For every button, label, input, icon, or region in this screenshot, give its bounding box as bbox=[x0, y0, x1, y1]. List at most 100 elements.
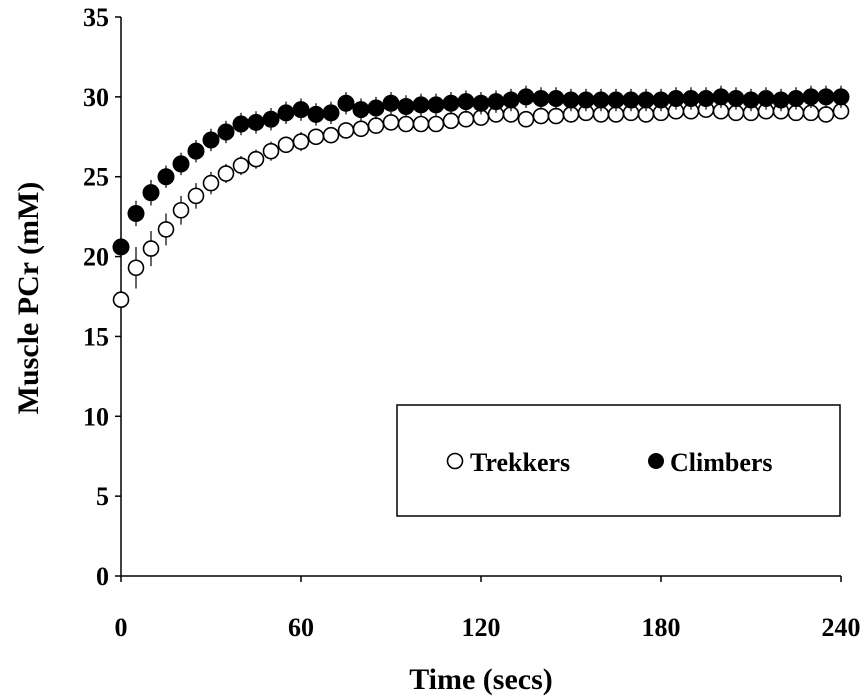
data-point-trekkers bbox=[277, 136, 295, 154]
data-point-climbers bbox=[532, 89, 550, 107]
series-trekkers bbox=[112, 101, 850, 308]
legend-label-trekkers: Trekkers bbox=[470, 448, 570, 477]
data-point-trekkers bbox=[442, 112, 460, 130]
legend-marker-trekkers bbox=[446, 452, 464, 470]
data-point-climbers bbox=[772, 91, 790, 109]
data-point-climbers bbox=[277, 104, 295, 122]
data-point-climbers bbox=[742, 91, 760, 109]
legend-marker-climbers bbox=[648, 453, 664, 469]
data-point-trekkers bbox=[172, 201, 190, 219]
y-tick-label: 10 bbox=[83, 402, 109, 431]
data-point-climbers bbox=[262, 110, 280, 128]
data-point-climbers bbox=[667, 89, 685, 107]
data-point-climbers bbox=[547, 89, 565, 107]
series-layer bbox=[112, 85, 850, 308]
data-point-climbers bbox=[382, 94, 400, 112]
data-point-trekkers bbox=[112, 291, 130, 308]
data-point-climbers bbox=[217, 123, 235, 141]
data-point-trekkers bbox=[367, 117, 385, 134]
data-point-climbers bbox=[562, 91, 580, 109]
data-point-climbers bbox=[337, 94, 355, 112]
data-point-climbers bbox=[622, 91, 640, 109]
x-tick-label: 60 bbox=[288, 613, 314, 642]
x-tick-label: 120 bbox=[462, 613, 501, 642]
data-point-trekkers bbox=[427, 115, 445, 133]
data-point-climbers bbox=[652, 91, 670, 109]
data-point-climbers bbox=[292, 101, 310, 119]
data-point-trekkers bbox=[127, 259, 145, 277]
data-point-trekkers bbox=[202, 174, 220, 192]
data-point-trekkers bbox=[292, 133, 310, 150]
data-point-climbers bbox=[817, 88, 835, 106]
data-point-trekkers bbox=[382, 114, 400, 131]
data-point-climbers bbox=[802, 88, 820, 106]
data-point-trekkers bbox=[307, 128, 325, 146]
data-point-climbers bbox=[457, 93, 475, 111]
x-axis-title: Time (secs) bbox=[409, 663, 553, 696]
legend-label-climbers: Climbers bbox=[670, 448, 773, 477]
y-tick-label: 25 bbox=[83, 163, 109, 192]
data-point-climbers bbox=[157, 168, 175, 186]
data-point-climbers bbox=[397, 97, 415, 115]
data-point-climbers bbox=[832, 88, 850, 106]
x-tick-label: 180 bbox=[642, 613, 681, 642]
data-point-climbers bbox=[787, 89, 805, 107]
data-point-climbers bbox=[682, 89, 700, 107]
data-point-trekkers bbox=[352, 120, 370, 138]
x-axis-ticks: 0 60 120 180 240 bbox=[115, 576, 861, 642]
y-axis-ticks: 0 5 10 15 20 25 30 35 bbox=[83, 3, 121, 591]
data-point-climbers bbox=[367, 99, 385, 117]
data-point-climbers bbox=[427, 96, 445, 114]
data-point-trekkers bbox=[532, 107, 550, 125]
data-point-climbers bbox=[142, 184, 160, 202]
data-point-climbers bbox=[592, 91, 610, 109]
data-point-trekkers bbox=[412, 115, 430, 133]
data-point-climbers bbox=[442, 94, 460, 112]
data-point-climbers bbox=[607, 91, 625, 109]
y-tick-label: 15 bbox=[83, 322, 109, 351]
y-tick-label: 35 bbox=[83, 3, 109, 32]
data-point-climbers bbox=[187, 142, 205, 160]
data-point-trekkers bbox=[397, 115, 415, 133]
y-tick-label: 20 bbox=[83, 243, 109, 272]
data-point-climbers bbox=[712, 88, 730, 106]
data-point-climbers bbox=[172, 155, 190, 173]
y-tick-label: 0 bbox=[96, 562, 109, 591]
data-point-trekkers bbox=[142, 240, 160, 257]
data-point-trekkers bbox=[262, 142, 280, 160]
data-point-climbers bbox=[412, 96, 430, 114]
data-point-climbers bbox=[502, 91, 520, 109]
data-point-climbers bbox=[757, 89, 775, 107]
data-point-climbers bbox=[247, 113, 265, 131]
data-point-trekkers bbox=[547, 107, 565, 125]
data-point-climbers bbox=[577, 91, 595, 109]
data-point-climbers bbox=[352, 101, 370, 119]
y-axis-title: Muscle PCr (mM) bbox=[12, 182, 45, 415]
y-tick-label: 30 bbox=[83, 83, 109, 112]
data-point-trekkers bbox=[817, 106, 835, 123]
data-point-climbers bbox=[112, 238, 130, 256]
data-point-trekkers bbox=[187, 187, 205, 205]
data-point-climbers bbox=[697, 89, 715, 107]
data-point-climbers bbox=[487, 93, 505, 111]
legend-box bbox=[396, 404, 841, 517]
data-point-climbers bbox=[637, 91, 655, 109]
data-point-trekkers bbox=[232, 157, 250, 174]
data-point-trekkers bbox=[337, 122, 355, 139]
data-point-trekkers bbox=[457, 110, 475, 128]
data-point-trekkers bbox=[247, 150, 265, 168]
data-point-trekkers bbox=[157, 221, 175, 238]
data-point-climbers bbox=[322, 104, 340, 122]
data-point-climbers bbox=[202, 131, 220, 149]
data-point-climbers bbox=[517, 88, 535, 106]
data-point-climbers bbox=[307, 105, 325, 123]
data-point-climbers bbox=[727, 89, 745, 107]
data-point-trekkers bbox=[322, 126, 340, 144]
data-point-climbers bbox=[232, 115, 250, 133]
y-tick-label: 5 bbox=[96, 482, 109, 511]
x-tick-label: 240 bbox=[822, 613, 861, 642]
x-tick-label: 0 bbox=[115, 613, 128, 642]
data-point-climbers bbox=[127, 204, 145, 222]
data-point-climbers bbox=[472, 94, 490, 112]
